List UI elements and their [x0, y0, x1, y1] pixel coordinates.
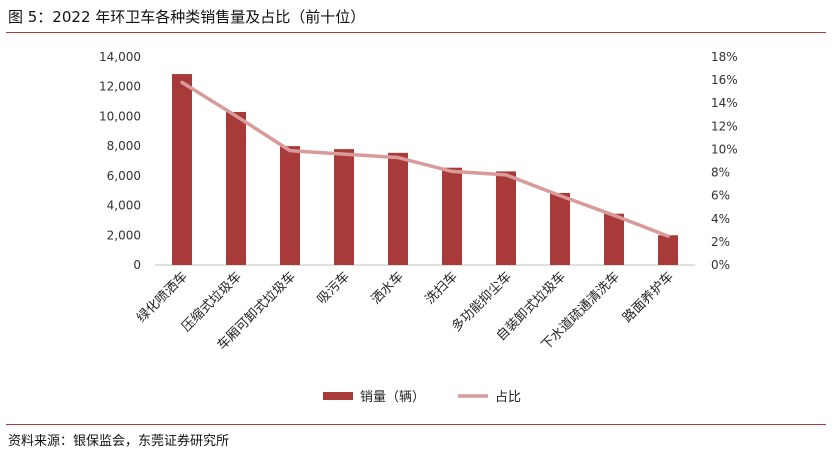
legend-swatch-bar: [323, 392, 353, 400]
share-line: [180, 80, 670, 238]
bar: [280, 146, 300, 265]
category-label: 绿化喷洒车: [134, 269, 191, 326]
bar: [172, 74, 192, 265]
right-tick-label: 14%: [711, 96, 738, 110]
line-point: [342, 152, 346, 156]
line-point: [288, 149, 292, 153]
right-tick-label: 4%: [711, 212, 730, 226]
right-tick-label: 2%: [711, 235, 730, 249]
left-axis: 0 2,000 4,000 6,000 8,000 10,000 12,000 14,000: [99, 50, 141, 272]
legend: 销量（辆） 占比: [323, 390, 521, 405]
bar: [442, 167, 462, 265]
bar: [550, 192, 570, 265]
line-series: [180, 80, 670, 238]
chart-title: 图 5：2022 年环卫车各种类销售量及占比（前十位）: [8, 8, 366, 26]
line-point: [558, 194, 562, 198]
left-tick-label: 8,000: [107, 139, 141, 153]
bar: [226, 111, 246, 265]
source-note: 资料来源：银保监会，东莞证券研究所: [8, 434, 230, 449]
bottom-divider: [6, 424, 826, 425]
bar: [604, 213, 624, 265]
left-tick-label: 4,000: [107, 199, 141, 213]
right-tick-label: 10%: [711, 142, 738, 156]
legend-label-line: 占比: [495, 390, 521, 405]
left-tick-label: 6,000: [107, 169, 141, 183]
line-point: [612, 213, 616, 217]
left-tick-label: 10,000: [99, 109, 141, 123]
line-point: [396, 156, 400, 160]
right-tick-label: 16%: [711, 73, 738, 87]
line-point: [450, 169, 454, 173]
category-label: 路面养护车: [620, 269, 677, 326]
top-divider: [6, 32, 826, 33]
bar: [388, 152, 408, 265]
line-point: [666, 234, 670, 238]
right-tick-label: 0%: [711, 258, 730, 272]
right-tick-label: 18%: [711, 50, 738, 64]
line-point: [504, 173, 508, 177]
right-tick-label: 12%: [711, 119, 738, 133]
left-tick-label: 12,000: [99, 80, 141, 94]
line-point: [234, 114, 238, 118]
category-label: 洗扫车: [422, 269, 461, 308]
bar: [658, 235, 678, 265]
category-label: 吸污车: [314, 269, 353, 308]
left-tick-label: 2,000: [107, 228, 141, 242]
line-point: [180, 80, 184, 84]
legend-label-bar: 销量（辆）: [360, 390, 425, 405]
bar-series: [155, 74, 695, 266]
category-label: 洒水车: [368, 269, 407, 308]
right-axis: 0% 2% 4% 6% 8% 10% 12% 14% 16% 18%: [711, 50, 738, 272]
bar: [334, 149, 354, 265]
left-tick-label: 0: [133, 258, 141, 272]
right-tick-label: 6%: [711, 189, 730, 203]
bar: [496, 171, 516, 265]
left-tick-label: 14,000: [99, 50, 141, 64]
right-tick-label: 8%: [711, 166, 730, 180]
